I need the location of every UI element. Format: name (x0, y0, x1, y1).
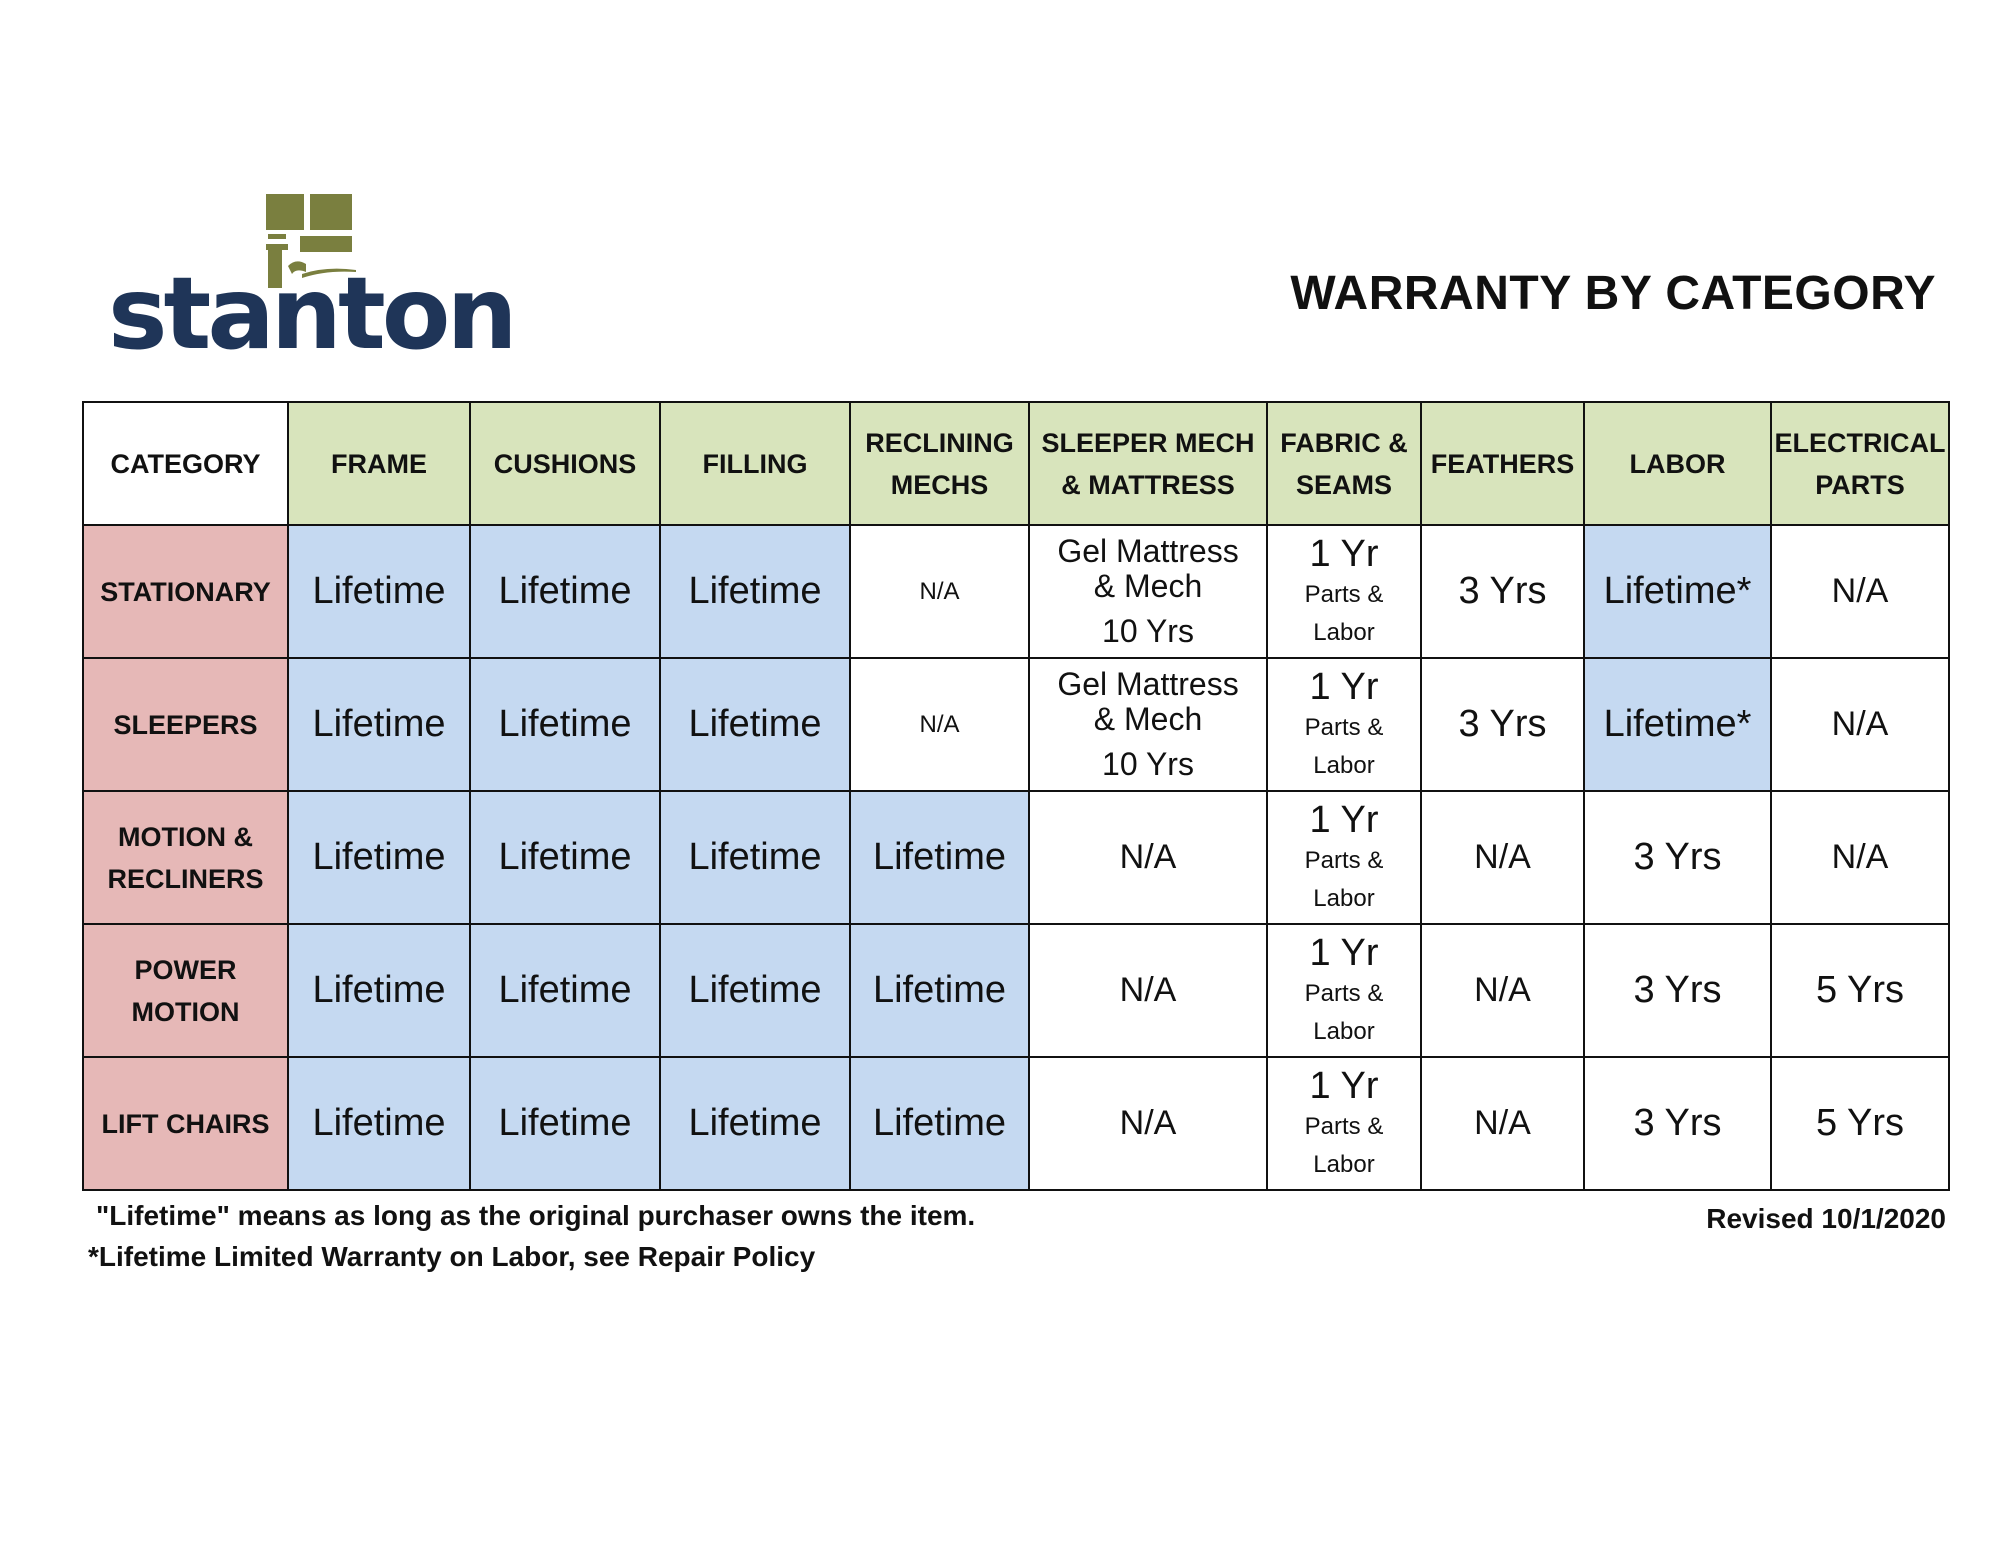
cell-labor: 3 Yrs (1583, 1056, 1772, 1191)
table-row: POWER MOTION Lifetime Lifetime Lifetime … (82, 923, 1950, 1058)
cell-filling: Lifetime (659, 1056, 851, 1191)
cell-feathers: N/A (1420, 1056, 1585, 1191)
row-header-category: MOTION & RECLINERS (82, 790, 289, 925)
column-header-reclining-mechs: RECLINING MECHS (849, 401, 1030, 526)
cell-reclining: Lifetime (849, 790, 1030, 925)
cell-reclining: Lifetime (849, 923, 1030, 1058)
fabric-line-3: Labor (1313, 1150, 1375, 1178)
cell-frame: Lifetime (287, 524, 471, 659)
cell-labor: 3 Yrs (1583, 923, 1772, 1058)
fabric-line-2: Parts & (1304, 846, 1384, 874)
cell-sleeper: Gel Mattress & Mech 10 Yrs (1028, 524, 1268, 659)
cell-reclining: N/A (849, 657, 1030, 792)
column-header-frame: FRAME (287, 401, 471, 526)
cell-sleeper: N/A (1028, 1056, 1268, 1191)
fabric-line-2: Parts & (1304, 1112, 1384, 1140)
fabric-term: 1 Yr (1309, 532, 1379, 575)
cell-electrical: 5 Yrs (1770, 1056, 1950, 1191)
sleeper-line-1: Gel Mattress (1057, 533, 1239, 569)
fabric-line-3: Labor (1313, 1017, 1375, 1045)
cell-labor: Lifetime* (1583, 524, 1772, 659)
column-header-filling: FILLING (659, 401, 851, 526)
cell-filling: Lifetime (659, 657, 851, 792)
fabric-line-2: Parts & (1304, 713, 1384, 741)
cell-electrical: N/A (1770, 790, 1950, 925)
cell-filling: Lifetime (659, 524, 851, 659)
lifetime-definition-note: "Lifetime" means as long as the original… (96, 1200, 976, 1231)
stanton-logo: stanton (108, 194, 528, 374)
fabric-term: 1 Yr (1309, 1064, 1379, 1107)
cell-fabric: 1 Yr Parts & Labor (1266, 524, 1422, 659)
cell-cushions: Lifetime (469, 1056, 661, 1191)
cell-electrical: N/A (1770, 657, 1950, 792)
cell-cushions: Lifetime (469, 923, 661, 1058)
column-header-fabric-seams: FABRIC & SEAMS (1266, 401, 1422, 526)
labor-warranty-note: *Lifetime Limited Warranty on Labor, see… (88, 1241, 816, 1272)
row-header-category: SLEEPERS (82, 657, 289, 792)
cell-frame: Lifetime (287, 1056, 471, 1191)
column-header-sleeper-mech: SLEEPER MECH & MATTRESS (1028, 401, 1268, 526)
cell-reclining: Lifetime (849, 1056, 1030, 1191)
column-header-cushions: CUSHIONS (469, 401, 661, 526)
fabric-line-3: Labor (1313, 751, 1375, 779)
cell-sleeper: N/A (1028, 923, 1268, 1058)
cell-labor: Lifetime* (1583, 657, 1772, 792)
fabric-line-3: Labor (1313, 618, 1375, 646)
page-title: WARRANTY BY CATEGORY (1290, 267, 1936, 320)
stanton-wordmark: stanton (108, 255, 518, 372)
cell-fabric: 1 Yr Parts & Labor (1266, 1056, 1422, 1191)
table-row: SLEEPERS Lifetime Lifetime Lifetime N/A … (82, 657, 1950, 792)
sleeper-line-2: & Mech (1093, 568, 1203, 604)
sleeper-line-3: 10 Yrs (1102, 613, 1194, 649)
fabric-line-2: Parts & (1304, 979, 1384, 1007)
cell-frame: Lifetime (287, 790, 471, 925)
cell-feathers: 3 Yrs (1420, 524, 1585, 659)
sleeper-line-2: & Mech (1093, 701, 1203, 737)
cell-cushions: Lifetime (469, 524, 661, 659)
column-header-feathers: FEATHERS (1420, 401, 1585, 526)
cell-sleeper: N/A (1028, 790, 1268, 925)
cell-fabric: 1 Yr Parts & Labor (1266, 790, 1422, 925)
cell-cushions: Lifetime (469, 790, 661, 925)
cell-electrical: N/A (1770, 524, 1950, 659)
cell-feathers: N/A (1420, 923, 1585, 1058)
column-header-labor: LABOR (1583, 401, 1772, 526)
cell-filling: Lifetime (659, 923, 851, 1058)
column-header-electrical: ELECTRICAL PARTS (1770, 401, 1950, 526)
cell-feathers: N/A (1420, 790, 1585, 925)
warranty-table: CATEGORY FRAME CUSHIONS FILLING RECLININ… (82, 401, 1950, 1191)
fabric-line-2: Parts & (1304, 580, 1384, 608)
cell-filling: Lifetime (659, 790, 851, 925)
column-header-category: CATEGORY (82, 401, 289, 526)
table-row: STATIONARY Lifetime Lifetime Lifetime N/… (82, 524, 1950, 659)
cell-reclining: N/A (849, 524, 1030, 659)
row-header-category: STATIONARY (82, 524, 289, 659)
cell-feathers: 3 Yrs (1420, 657, 1585, 792)
cell-frame: Lifetime (287, 657, 471, 792)
table-row: LIFT CHAIRS Lifetime Lifetime Lifetime L… (82, 1056, 1950, 1191)
cell-fabric: 1 Yr Parts & Labor (1266, 923, 1422, 1058)
sleeper-line-1: Gel Mattress (1057, 666, 1239, 702)
chair-mark-icon (266, 194, 356, 288)
fabric-term: 1 Yr (1309, 665, 1379, 708)
sleeper-line-3: 10 Yrs (1102, 746, 1194, 782)
cell-cushions: Lifetime (469, 657, 661, 792)
cell-labor: 3 Yrs (1583, 790, 1772, 925)
cell-frame: Lifetime (287, 923, 471, 1058)
fabric-term: 1 Yr (1309, 798, 1379, 841)
fabric-term: 1 Yr (1309, 931, 1379, 974)
cell-sleeper: Gel Mattress & Mech 10 Yrs (1028, 657, 1268, 792)
revised-date: Revised 10/1/2020 (1706, 1203, 1946, 1234)
row-header-category: LIFT CHAIRS (82, 1056, 289, 1191)
row-header-category: POWER MOTION (82, 923, 289, 1058)
table-header-row: CATEGORY FRAME CUSHIONS FILLING RECLININ… (82, 401, 1950, 526)
table-row: MOTION & RECLINERS Lifetime Lifetime Lif… (82, 790, 1950, 925)
cell-electrical: 5 Yrs (1770, 923, 1950, 1058)
cell-fabric: 1 Yr Parts & Labor (1266, 657, 1422, 792)
fabric-line-3: Labor (1313, 884, 1375, 912)
